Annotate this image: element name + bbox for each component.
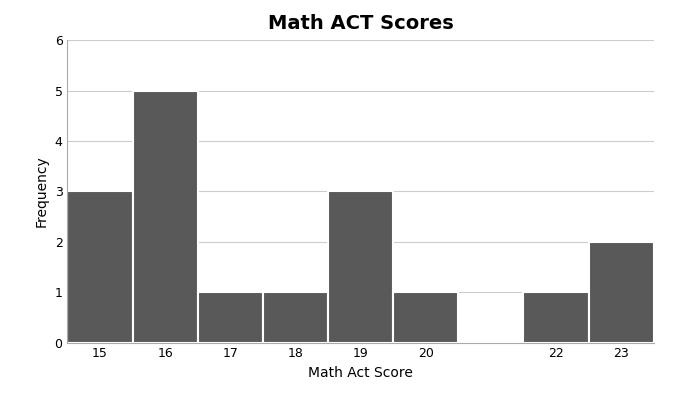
- X-axis label: Math Act Score: Math Act Score: [308, 366, 413, 380]
- Bar: [133, 91, 197, 343]
- Bar: [328, 191, 393, 343]
- Bar: [67, 191, 133, 343]
- Bar: [393, 292, 458, 343]
- Y-axis label: Frequency: Frequency: [35, 156, 49, 227]
- Bar: [524, 292, 588, 343]
- Bar: [263, 292, 328, 343]
- Title: Math ACT Scores: Math ACT Scores: [268, 14, 454, 33]
- Bar: [588, 242, 654, 343]
- Bar: [197, 292, 263, 343]
